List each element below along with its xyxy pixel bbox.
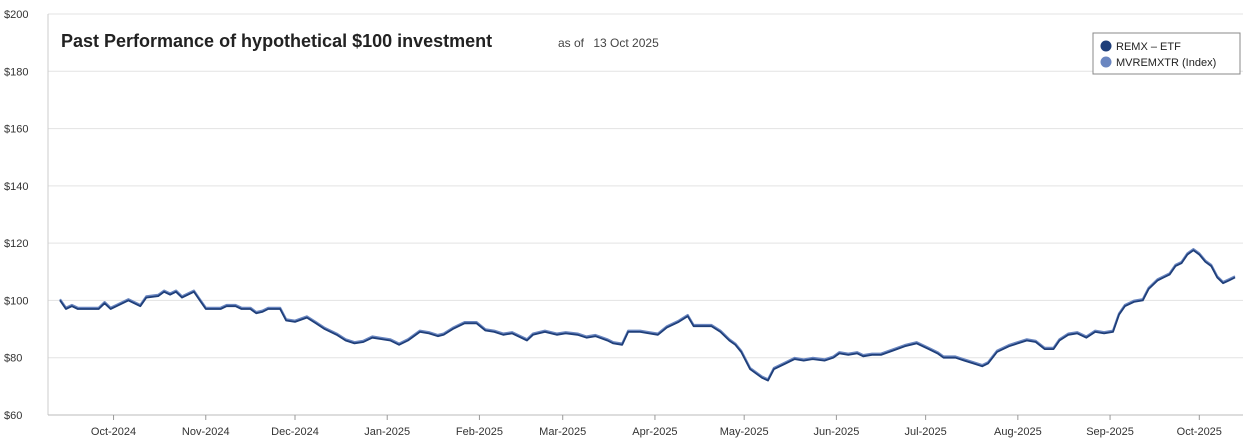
y-tick-label: $120 [4,238,28,250]
y-tick-label: $100 [4,295,28,307]
legend-label: REMX – ETF [1116,41,1181,53]
y-tick-label: $140 [4,181,28,193]
chart-title: Past Performance of hypothetical $100 in… [61,31,492,51]
x-tick-label: Nov-2024 [182,426,230,438]
grid-lines [48,13,1243,416]
chart-subtitle: as of 13 Oct 2025 [558,36,659,50]
axes: $60 $80 $100 $120 $140 $160 $180 $200 Oct-2024 No… [4,9,1243,438]
legend[interactable]: REMX – ETF MVREMXTR (Index) [1092,32,1241,75]
legend-box [1092,32,1241,75]
x-tick-label: Sep-2025 [1086,426,1134,438]
x-tick-label: Jul-2025 [905,426,947,438]
x-tick-label: Apr-2025 [632,426,677,438]
x-tick-label: Oct-2024 [91,426,136,438]
subtitle-prefix: as of [558,36,585,50]
legend-item[interactable]: MVREMXTR (Index) [1100,56,1217,70]
y-tick-label: $80 [4,353,22,365]
x-tick-label: May-2025 [720,426,769,438]
x-tick-label: Oct-2025 [1177,426,1222,438]
x-tick-label: Dec-2024 [271,426,319,438]
y-tick-label: $180 [4,66,28,78]
x-tick-label: Aug-2025 [994,426,1042,438]
y-tick-label: $160 [4,124,28,136]
x-tick-label: Jun-2025 [813,426,859,438]
chart-title-group: Past Performance of hypothetical $100 in… [61,31,659,51]
y-tick-label: $60 [4,410,22,422]
series-line-etf [59,249,1236,382]
legend-marker [1100,56,1112,68]
legend-item[interactable]: REMX – ETF [1100,40,1182,54]
subtitle-date: 13 Oct 2025 [593,36,659,50]
legend-marker [1100,40,1112,52]
x-tick-label: Jan-2025 [364,426,410,438]
x-tick-label: Feb-2025 [456,426,503,438]
series-line-index [59,248,1236,381]
series-lines [59,248,1236,382]
legend-label: MVREMXTR (Index) [1116,57,1216,69]
x-tick-label: Mar-2025 [539,426,586,438]
y-tick-label: $200 [4,9,28,21]
